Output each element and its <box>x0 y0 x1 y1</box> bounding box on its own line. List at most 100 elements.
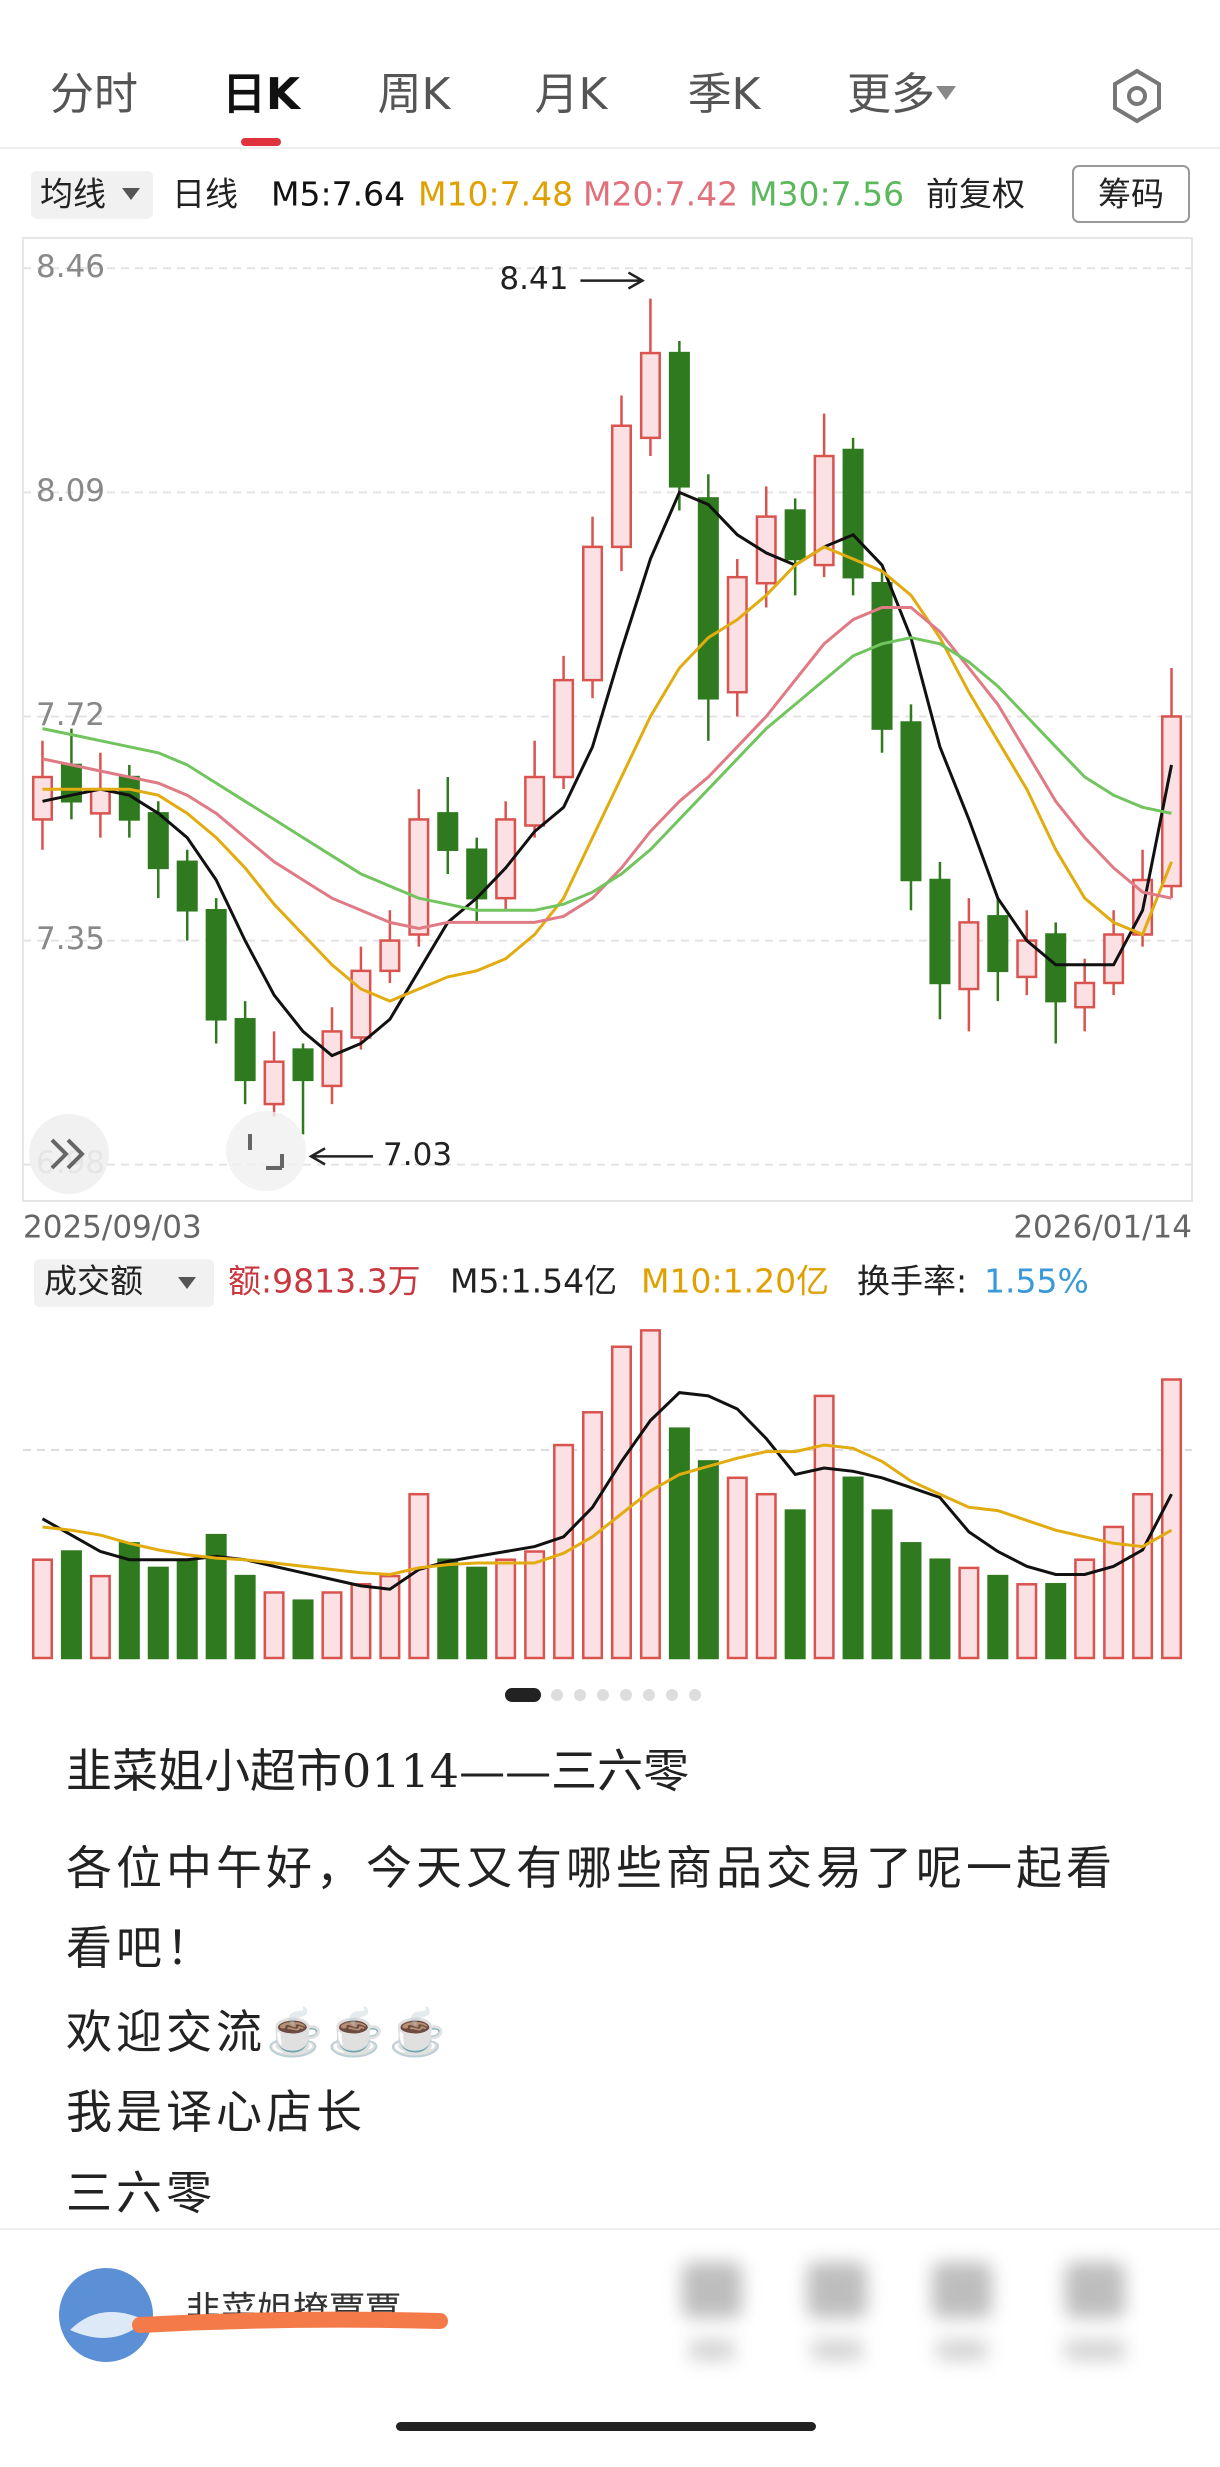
settings-icon[interactable] <box>1113 68 1161 124</box>
volume-bar <box>1132 1492 1154 1660</box>
volume-bar <box>610 1345 632 1660</box>
candle-body <box>726 575 748 694</box>
volume-bar <box>929 1558 951 1660</box>
ma-line <box>42 490 1173 1058</box>
turnover-label: 换手率: <box>857 1262 967 1301</box>
candle-body <box>205 909 227 1021</box>
volume-bar <box>900 1542 922 1660</box>
candle-body <box>321 1030 343 1088</box>
tab[interactable]: 月K <box>535 69 609 120</box>
volume-bar <box>842 1476 864 1660</box>
candle-body <box>379 939 401 973</box>
candle-body <box>900 721 922 882</box>
x-date-label: 2025/09/03 <box>23 1210 202 1246</box>
fullscreen-icon <box>248 1134 284 1170</box>
candle-body <box>292 1048 314 1082</box>
volume-button[interactable] <box>34 1259 214 1307</box>
volume-bar <box>524 1550 546 1660</box>
high-arrow <box>580 271 645 290</box>
candle-body <box>697 497 719 700</box>
volume-caret <box>178 1277 196 1289</box>
volume-bar <box>813 1394 835 1660</box>
candle-body <box>1045 933 1067 1003</box>
divider <box>0 147 1220 149</box>
volume-bar <box>871 1509 893 1660</box>
candle-body <box>31 775 53 821</box>
volume-chart <box>31 1329 1183 1660</box>
volume-bar <box>726 1476 748 1660</box>
volume-ma-line <box>42 1443 1173 1577</box>
post-line: 我是译心店长 <box>66 2085 366 2139</box>
y-tick-label: 8.46 <box>36 249 105 285</box>
volume-bar <box>379 1574 401 1660</box>
candle-body <box>234 1018 256 1082</box>
home-indicator <box>396 2422 816 2431</box>
volume-bar <box>466 1566 488 1660</box>
candle-body <box>350 969 372 1039</box>
tab-underline <box>241 138 281 146</box>
high-annotation: 8.41 <box>499 261 568 297</box>
action-icon[interactable] <box>932 2262 992 2318</box>
more-caret <box>936 86 956 100</box>
post-title: 韭菜姐小超市0114——三六零 <box>66 1744 689 1798</box>
action-icon[interactable] <box>1065 2262 1125 2318</box>
tab[interactable]: 日K <box>222 69 302 120</box>
candle-body <box>582 545 604 682</box>
candle-body <box>755 515 777 585</box>
divider <box>0 2228 1220 2230</box>
volume-bar <box>60 1550 82 1660</box>
y-tick-label: 8.09 <box>36 473 105 509</box>
action-icon[interactable] <box>682 2262 742 2318</box>
volume-bar <box>176 1558 198 1660</box>
ma-button-label: 均线 <box>40 175 106 214</box>
post-line: 三六零 <box>66 2166 216 2220</box>
volume-bar <box>437 1558 459 1660</box>
tab[interactable]: 分时 <box>50 69 138 120</box>
post-line: 欢迎交流☕☕☕ <box>66 2004 450 2059</box>
tab[interactable]: 季K <box>688 69 762 120</box>
volume-bar <box>1045 1583 1067 1660</box>
ma-legend: M30:7.56 <box>749 175 904 214</box>
volume-bar <box>1016 1583 1038 1660</box>
action-icon[interactable] <box>807 2262 867 2318</box>
low-arrow <box>308 1147 374 1166</box>
volume-bar <box>292 1599 314 1660</box>
candle-body <box>89 787 111 815</box>
candle-body <box>1103 933 1125 985</box>
volume-bar <box>408 1492 430 1660</box>
volume-bar <box>147 1566 169 1660</box>
ma-button[interactable] <box>31 171 153 219</box>
candle-body <box>263 1060 285 1106</box>
volume-bar <box>639 1329 661 1660</box>
x-date-label: 2026/01/14 <box>1013 1210 1192 1246</box>
expand-button[interactable] <box>29 1114 109 1194</box>
candle-body <box>553 678 575 779</box>
volume-legend: M10:1.20亿 <box>641 1262 829 1301</box>
ma-legend: M20:7.42 <box>583 175 738 214</box>
post-line: 各位中午好，今天又有哪些商品交易了呢一起看 <box>66 1841 1116 1895</box>
volume-bar <box>234 1574 256 1660</box>
adjust-label[interactable]: 前复权 <box>926 175 1025 214</box>
tab[interactable]: 更多 <box>847 69 935 120</box>
candle-body <box>437 812 459 851</box>
fullscreen-button[interactable] <box>226 1111 306 1191</box>
volume-legend: M5:1.54亿 <box>450 1262 617 1301</box>
volume-bar <box>1103 1525 1125 1660</box>
avatar-art <box>70 2312 145 2338</box>
chips-label: 筹码 <box>1098 175 1164 214</box>
candle-body <box>495 818 517 900</box>
volume-bar <box>784 1509 806 1660</box>
expand-icon <box>50 1138 85 1170</box>
tab-bar: 分时 日K 周K 月K 季K 更多 <box>50 69 935 146</box>
tab[interactable]: 周K <box>378 69 452 120</box>
volume-title: 成交额 <box>44 1262 143 1301</box>
pager-dots <box>505 1688 701 1702</box>
candle-body <box>610 424 632 549</box>
ma-caret <box>122 188 140 200</box>
candle-body <box>524 775 546 827</box>
candle-body <box>176 860 198 912</box>
action-bar <box>682 2262 1125 2360</box>
chips-button[interactable] <box>1072 165 1190 223</box>
